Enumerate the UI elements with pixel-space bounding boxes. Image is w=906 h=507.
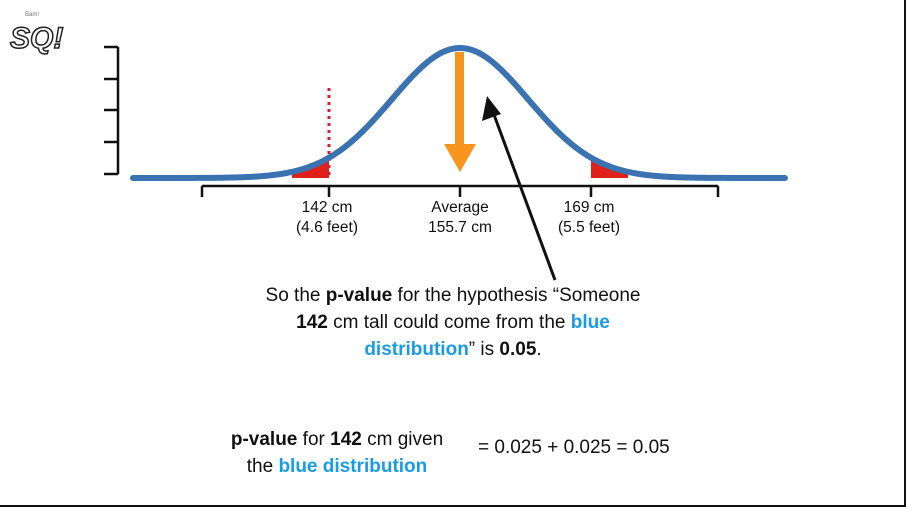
equation-bold-p-value: p-value <box>230 429 298 450</box>
caption-bold-value: 0.05 <box>499 339 537 360</box>
caption-bold-142: 142 <box>296 312 328 333</box>
tick-label-142-line2: (4.6 feet) <box>295 219 359 236</box>
caption-text: ” is <box>468 339 500 360</box>
caption-text: So the <box>265 285 326 306</box>
caption-blue-word: blue <box>570 312 610 333</box>
equation-lhs-line1: p-value for 142 cm given <box>198 426 476 453</box>
tick-label-169-line1: 169 cm <box>563 199 615 216</box>
p-value-caption: So the p-value for the hypothesis “Someo… <box>0 282 906 363</box>
tick-label-169: 169 cm (5.5 feet) <box>558 198 620 238</box>
tick-label-142-line1: 142 cm <box>301 199 353 216</box>
caption-text: cm tall could come from the <box>327 312 571 333</box>
caption-line-3: distribution” is 0.05. <box>0 336 906 363</box>
equation-lhs-line2: the blue distribution <box>198 453 476 480</box>
caption-bold-p-value: p-value <box>325 285 393 306</box>
tick-label-average: Average 155.7 cm <box>428 198 492 238</box>
tick-label-average-line1: Average <box>431 199 489 216</box>
equation-blue-distribution: blue distribution <box>278 456 428 477</box>
tick-label-169-line2: (5.5 feet) <box>557 219 621 236</box>
logo-line1: Bam! <box>25 12 39 18</box>
equation-rhs: = 0.025 + 0.025 = 0.05 <box>478 437 670 458</box>
caption-line-1: So the p-value for the hypothesis “Someo… <box>0 282 906 309</box>
down-arrow-icon <box>444 52 476 172</box>
logo-main-text: SQ! <box>10 22 63 55</box>
x-axis <box>200 184 720 197</box>
tick-label-142: 142 cm (4.6 feet) <box>296 198 358 238</box>
equation-text: cm given <box>361 429 444 450</box>
pointer-arrow-icon <box>482 96 557 281</box>
caption-text: for the hypothesis “Someone <box>392 285 641 306</box>
equation-bold-142: 142 <box>330 429 362 450</box>
statquest-logo: Bam! SQ! <box>9 12 64 56</box>
equation-text: for <box>297 429 331 450</box>
y-axis <box>104 45 120 176</box>
equation-lhs: p-value for 142 cm given the blue distri… <box>198 426 476 480</box>
caption-blue-distribution: distribution <box>364 339 469 360</box>
bell-curve <box>130 45 788 181</box>
caption-text: . <box>536 339 542 360</box>
caption-line-2: 142 cm tall could come from the blue <box>0 309 906 336</box>
equation-text: the <box>246 456 279 477</box>
tick-label-average-line2: 155.7 cm <box>428 219 492 236</box>
